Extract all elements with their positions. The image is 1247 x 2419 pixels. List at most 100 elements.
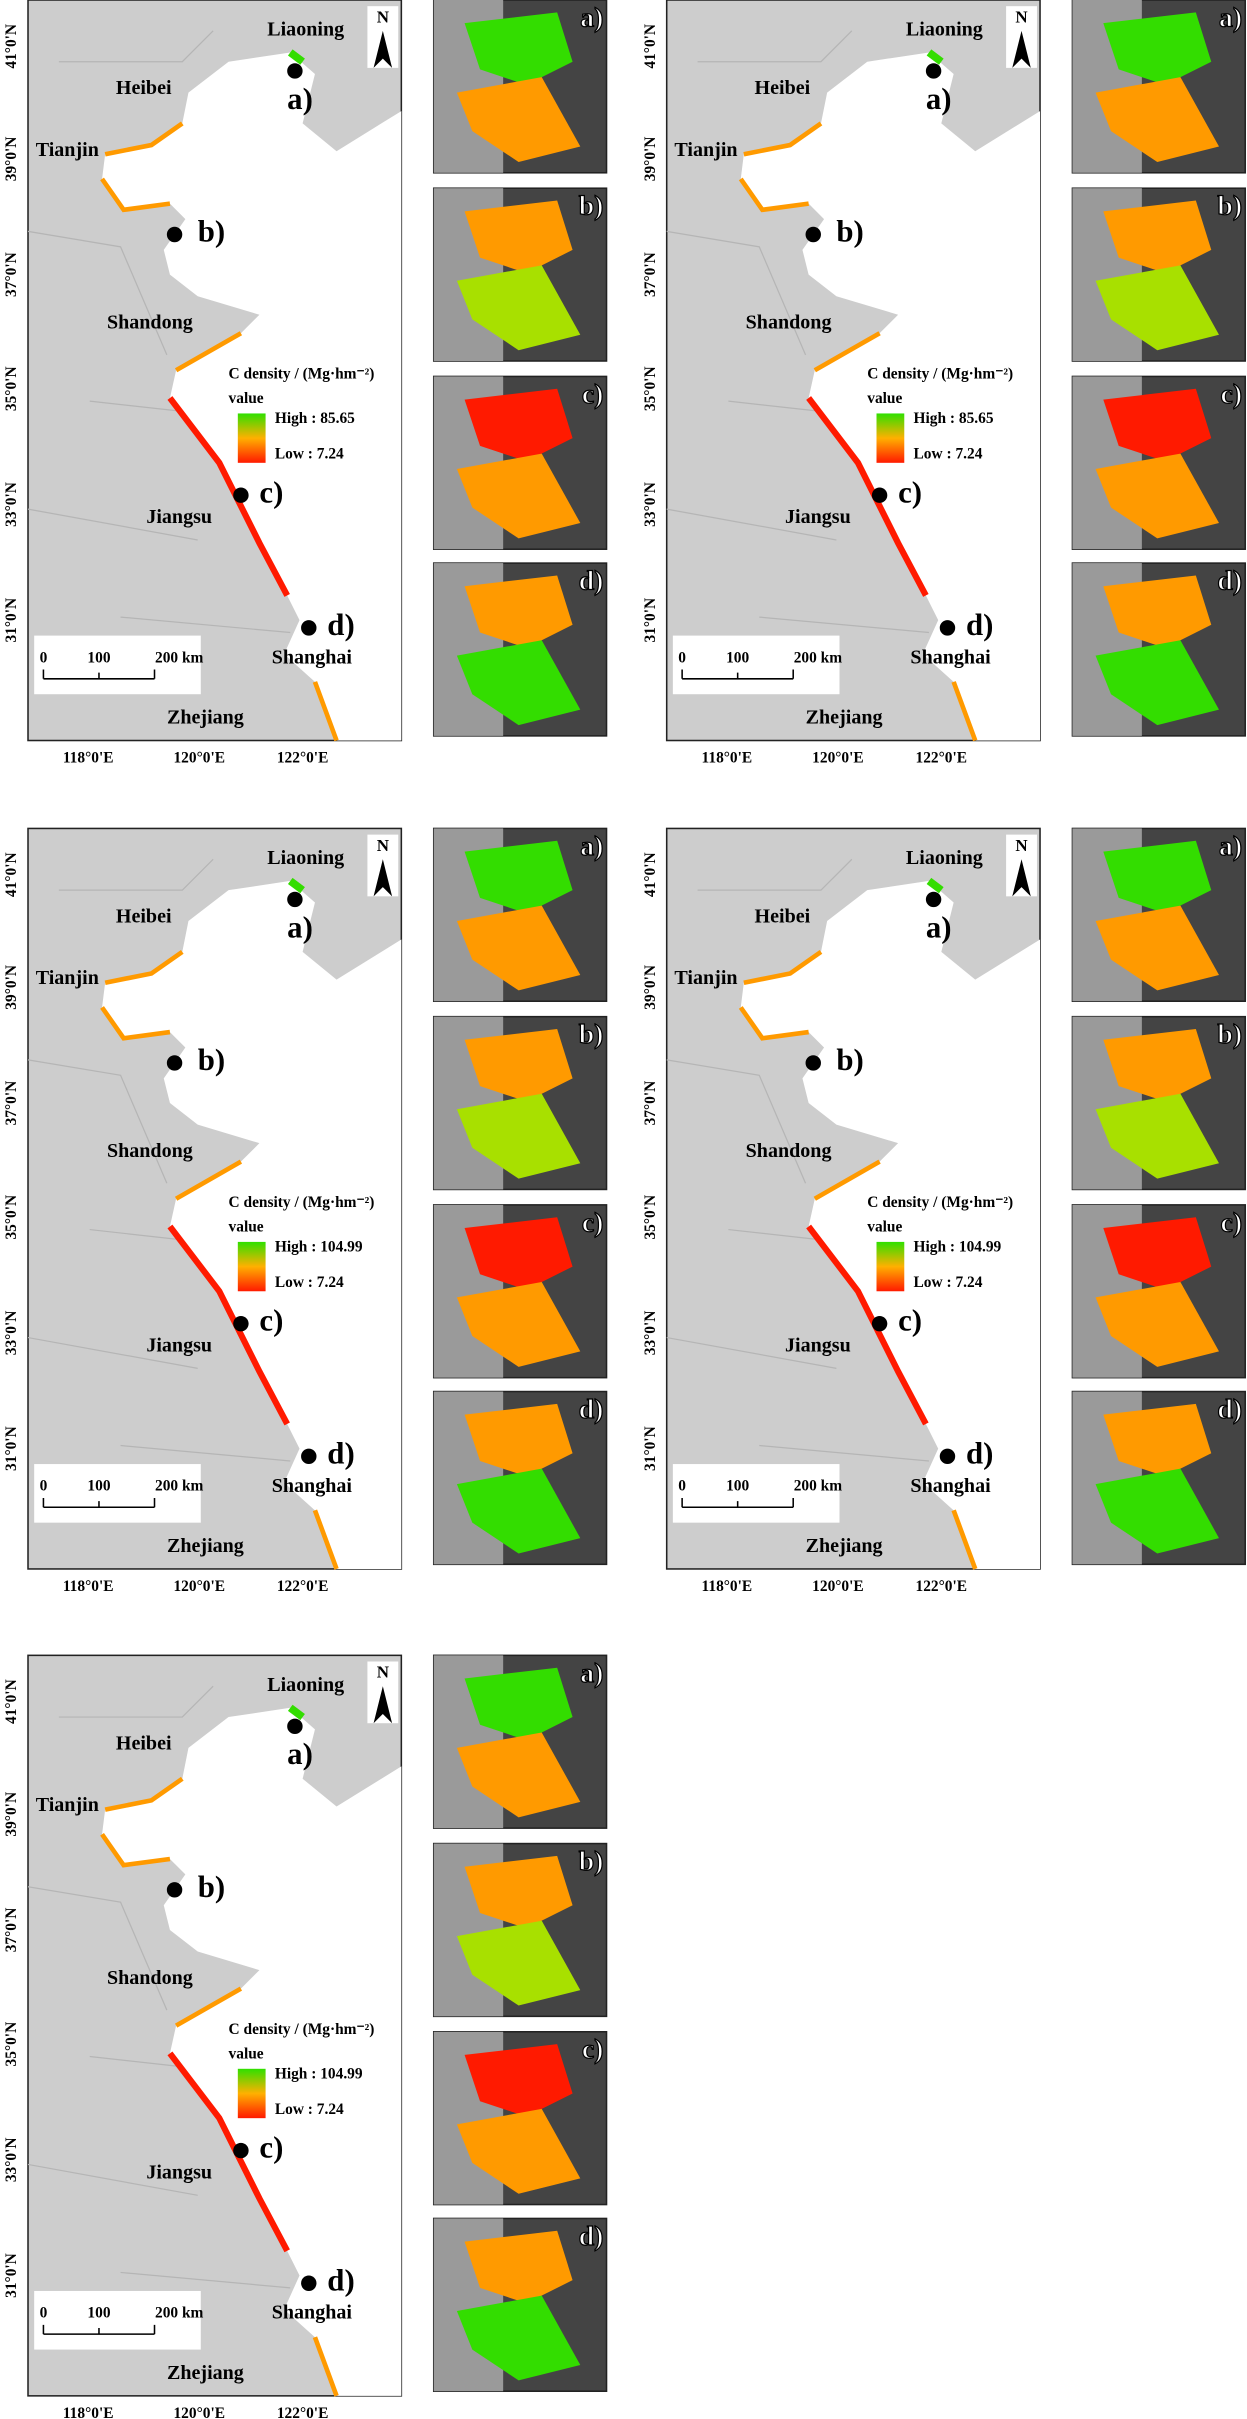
inset-blob — [1103, 1217, 1212, 1290]
site-marker — [287, 891, 303, 908]
legend-low: Low : 7.24 — [275, 2101, 344, 2118]
inset-blob — [1103, 388, 1212, 462]
province-label: Jiangsu — [146, 2161, 212, 2183]
site-marker — [301, 1448, 317, 1465]
province-label: Liaoning — [267, 18, 344, 40]
inset-blob — [456, 905, 581, 991]
latitude-label: 33°0'N — [3, 2137, 20, 2182]
inset-blob — [1103, 575, 1212, 648]
inset-blob — [464, 200, 573, 274]
legend-ramp — [876, 1241, 905, 1292]
inset-label: b) — [579, 1019, 604, 1050]
coast-orange — [738, 949, 978, 1570]
scale-label: 100 — [726, 649, 749, 666]
inset-blob — [456, 77, 581, 162]
province-label: Shandong — [746, 1140, 832, 1162]
site-marker — [301, 2275, 317, 2291]
inset-label: d) — [1217, 566, 1242, 597]
province-label: Liaoning — [267, 1674, 344, 1696]
site-label: c) — [259, 2131, 283, 2165]
site-label: a) — [287, 82, 313, 116]
inset: a) — [432, 1654, 608, 1829]
map-panel: Liaoning Heibei Tianjin Shandong Jiangsu Shan… — [3, 1654, 403, 2419]
inset-blob — [456, 453, 581, 539]
inset: b) — [1071, 1015, 1246, 1191]
latitude-label: 41°0'N — [642, 24, 659, 69]
inset: c) — [1071, 375, 1246, 550]
coast-green — [287, 49, 305, 65]
latitude-label: 39°0'N — [3, 1792, 20, 1837]
inset-blob — [456, 2108, 581, 2194]
legend-subtitle: value — [867, 1219, 902, 1236]
latitude-label: 41°0'N — [642, 852, 659, 897]
legend-subtitle: value — [229, 390, 264, 407]
scale-bar — [42, 2324, 156, 2335]
latitude-label: 35°0'N — [3, 1195, 20, 1240]
latitude-label: 31°0'N — [642, 598, 659, 643]
province-label: Tianjin — [36, 139, 99, 161]
north-label: N — [377, 836, 390, 855]
inset: c) — [432, 2031, 608, 2206]
inset-label: a) — [580, 2, 603, 33]
legend-low: Low : 7.24 — [914, 446, 983, 463]
inset: b) — [432, 1015, 608, 1191]
province-label: Heibei — [755, 77, 811, 99]
latitude-label: 33°0'N — [3, 482, 20, 527]
coast-green — [926, 877, 944, 894]
inset-blob — [456, 1468, 581, 1554]
legend-low: Low : 7.24 — [914, 1274, 983, 1291]
inset-blob — [464, 1029, 573, 1102]
scale-label: 100 — [87, 1478, 110, 1495]
inset: c) — [432, 375, 608, 550]
inset-label: c) — [582, 2034, 604, 2065]
longitude-label: 118°0'E — [63, 2405, 114, 2419]
north-arrow — [373, 859, 393, 897]
site-marker — [233, 2142, 249, 2159]
province-label: Jiangsu — [785, 506, 851, 528]
inset-blob — [464, 1403, 573, 1477]
latitude-label: 37°0'N — [642, 1081, 659, 1126]
site-marker — [166, 1055, 183, 1071]
province-borders — [27, 858, 291, 1462]
inset-blob — [464, 1667, 573, 1741]
north-arrow — [1012, 859, 1031, 897]
sea — [740, 880, 1041, 1569]
latitude-label: 35°0'N — [3, 2022, 20, 2067]
legend-high: High : 85.65 — [914, 410, 994, 427]
inset: b) — [1071, 187, 1246, 362]
inset-blob — [456, 640, 581, 726]
longitude-label: 122°0'E — [277, 750, 329, 767]
north-arrow — [373, 30, 393, 68]
inset-blob — [464, 575, 573, 648]
inset-label: d) — [579, 1394, 604, 1425]
scale-box — [34, 1464, 201, 1523]
inset-blob — [464, 12, 573, 85]
inset-blob — [464, 2044, 573, 2117]
legend-ramp — [237, 413, 266, 463]
province-label: Heibei — [116, 1732, 172, 1754]
map-panel: Liaoning Heibei Tianjin Shandong Jiangsu Shan… — [3, 827, 403, 1595]
latitude-label: 39°0'N — [3, 965, 20, 1010]
inset-blob — [456, 265, 581, 351]
scale-box — [34, 635, 201, 695]
inset-label: c) — [582, 1207, 604, 1238]
scale-label: 200 km — [155, 1478, 204, 1495]
legend-subtitle: value — [229, 1219, 264, 1236]
inset-blob — [456, 2295, 581, 2381]
scale-label: 0 — [40, 2305, 48, 2322]
inset-blob — [464, 840, 573, 914]
legend-subtitle: value — [229, 2045, 264, 2062]
scale-label: 200 km — [155, 649, 204, 666]
longitude-label: 118°0'E — [63, 1578, 114, 1595]
inset-blob — [1103, 12, 1212, 85]
inset: a) — [432, 0, 608, 174]
province-label: Liaoning — [906, 18, 983, 40]
latitude-label: 39°0'N — [642, 965, 659, 1010]
scale-label: 100 — [87, 2305, 110, 2322]
site-label: c) — [259, 475, 283, 509]
scale-label: 200 km — [155, 2305, 204, 2322]
inset-label: d) — [579, 2221, 604, 2252]
province-label: Shanghai — [272, 1475, 353, 1497]
scale-label: 200 km — [794, 649, 843, 666]
inset-blob — [456, 1282, 581, 1367]
